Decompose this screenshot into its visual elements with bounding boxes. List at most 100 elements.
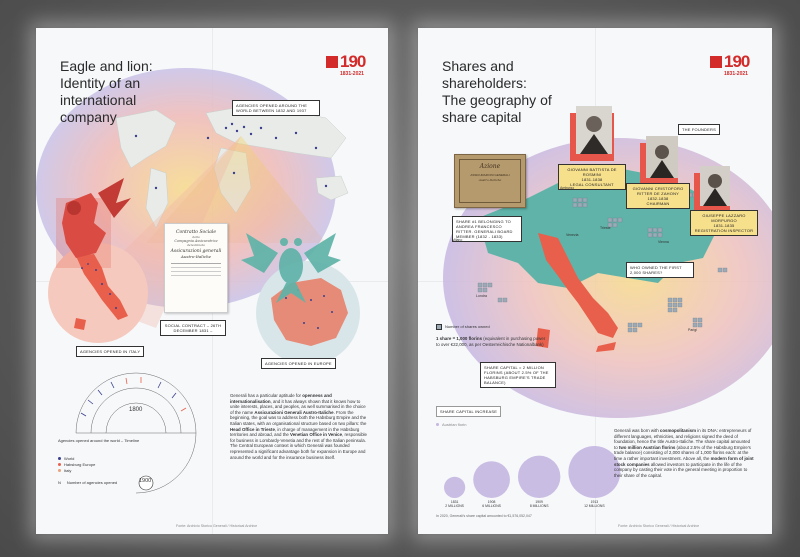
legend-world-label: World — [64, 456, 75, 461]
capital-increase-label: Share capital increase — [436, 406, 502, 417]
capital-bubble — [444, 476, 466, 498]
legend-florin-label: Austrian florin — [442, 422, 467, 427]
paragraph-segment: allowed investors to participate in the … — [614, 461, 748, 478]
callout-share-capital: SHARE CAPITAL = 2 MILLION FLORINS (ABOUT… — [480, 362, 556, 388]
paragraph-segment: in its DNA: entrepreneurs of different l… — [614, 428, 752, 450]
document-line: della — [192, 235, 200, 239]
certificate-line: Azione — [479, 163, 501, 170]
bubble-amount: 2 MILLIONS — [445, 504, 464, 508]
legend-world: World — [58, 456, 74, 461]
capital-bubble — [517, 455, 561, 498]
city-label: Vienna — [658, 240, 669, 244]
founder-years: 1831-1838 — [581, 177, 603, 182]
page-title: Eagle and lion: Identity of an internati… — [60, 58, 153, 125]
timeline-arc-1900 — [135, 432, 197, 494]
paragraph-bold-segment: Venetian Office in Venice — [290, 432, 343, 438]
intro-paragraph: Generali has a particular aptitude for o… — [230, 393, 370, 460]
document-line: denominata — [187, 243, 205, 247]
legend-count-text: Number of agencies opened — [66, 480, 118, 485]
eagle-emblem — [241, 233, 341, 303]
bubble-year: 1831 — [450, 500, 459, 504]
founder-portraits — [570, 106, 730, 211]
world-agency-dots — [134, 122, 328, 190]
timeline-ticks — [80, 381, 177, 417]
legend-italy-label: Italy — [64, 468, 72, 473]
intro-paragraph: Generali was born with cosmopolitanism i… — [614, 428, 754, 478]
callout-share-1: SHARE #1 BELONGING TO ANDREA FRANCESCO R… — [452, 216, 522, 242]
paragraph-bold-segment: Assicurazioni Generali Austro-Italiche — [254, 409, 334, 415]
capital-bubble — [473, 461, 510, 498]
legend-austrian-florin: Austrian florin — [436, 422, 466, 427]
legend-world-dot — [58, 457, 61, 461]
paragraph-bold-segment: openness and internationalisation — [230, 393, 332, 404]
founder-name: GIOVANNI BATTISTA DE ROSMINI — [567, 167, 617, 177]
city-label: Milano — [452, 238, 463, 242]
document-line: Compagnia Assicuratrice — [174, 239, 218, 243]
callout-agencies-europe: AGENCIES OPENED IN EUROPE — [261, 358, 336, 369]
timeline-label-1900: 1900 — [139, 478, 152, 484]
founder-role: LEGAL CONSULTANT — [570, 182, 614, 187]
certificate-line: ASSICURAZIONI GENERALI — [470, 173, 510, 177]
founder-card-rosmini: GIOVANNI BATTISTA DE ROSMINI 1831-1838 L… — [558, 164, 626, 190]
share-value-rest: (equivalent in purchasing power to over … — [436, 336, 546, 347]
paragraph-segment: Generali was born with — [614, 428, 660, 433]
legend-italy: Italy — [58, 468, 71, 473]
callout-agencies-world: AGENCIES OPENED AROUND THE WORLD BETWEEN… — [232, 100, 320, 116]
founder-years: 1832-1838 — [647, 196, 669, 201]
italy-map — [538, 233, 618, 338]
timeline-label-1800: 1800 — [129, 407, 143, 413]
share-certificate: Azione ASSICURAZIONI GENERALI Austro-Ita… — [454, 154, 526, 208]
poster-eagle-and-lion: Eagle and lion: Identity of an internati… — [36, 28, 388, 534]
europe-shape — [271, 278, 348, 346]
legend-shares-label: Number of shares owned — [445, 324, 490, 330]
timeline-chart — [75, 372, 197, 434]
paragraph-segment: , responsible for business in Lombardy-V… — [230, 432, 367, 460]
bubble-amount: 6 MILLIONS — [482, 504, 501, 508]
timeline-ticks-coral — [125, 377, 187, 412]
callout-who-owned: WHO OWNED THE FIRST 2,000 SHARES? — [626, 262, 694, 278]
legend-habsburg-dot — [58, 463, 61, 467]
anniversary-logo: 190 1831-2021 — [710, 52, 756, 80]
paragraph-bold-segment: modern form of joint stock companies — [614, 455, 754, 467]
paragraph-bold-segment: two million Austrian florins — [618, 444, 676, 450]
callout-social-contract: SOCIAL CONTRACT – 26TH DECEMBER 1831 – — [160, 320, 226, 336]
timeline-title: Agencies opened around the world – Timel… — [58, 438, 140, 443]
document-line: Austro-Italiche — [180, 254, 212, 259]
city-label: Amburgo — [560, 186, 575, 190]
founder-name: GIOVANNI CRISTOFORO RITTER DE ZAHONY — [632, 186, 684, 196]
logo-years: 1831-2021 — [340, 71, 364, 77]
founder-years: 1831-1835 — [713, 223, 735, 228]
document-line: Assicurazioni generali — [170, 249, 222, 254]
legend-habsburg: Habsburg Europe — [58, 462, 95, 467]
certificate-line: Austro-Italiche — [478, 178, 502, 182]
city-label: Venezia — [566, 233, 579, 237]
winged-lion-emblem — [56, 178, 131, 268]
founder-role: REGISTRATION INSPECTOR — [694, 228, 754, 233]
bubble-amount: 12 MILLIONS — [584, 504, 605, 508]
bubble-amount: 8 MILLIONS — [529, 504, 549, 508]
capital-bubble — [568, 446, 621, 498]
poster-shares-and-shareholders: Shares and shareholders: The geography o… — [418, 28, 772, 534]
footer-source: Fonte: Archivio Storico Generali / Histo… — [618, 524, 700, 528]
paragraph-segment: . From the beginning, the goal was to ad… — [230, 409, 367, 426]
capital-bubbles — [444, 446, 621, 498]
logo-years: 1831-2021 — [724, 71, 748, 77]
italy-shape — [76, 254, 128, 320]
legend-florin-dot — [436, 423, 439, 427]
founder-card-morpurgo: GIUSEPPE LAZZARO MORPURGO 1831-1835 REGI… — [690, 210, 758, 236]
legend-habsburg-label: Habsburg Europe — [64, 462, 96, 467]
footer-source: Fonte: Archivio Storico Generali / Histo… — [176, 524, 258, 528]
cone-world — [146, 136, 326, 243]
square-icon — [436, 324, 442, 330]
paragraph-segment: , and it has always shown that it knows … — [230, 398, 366, 415]
callout-founders: THE FOUNDERS — [678, 124, 720, 135]
paragraph-segment: , in charge of management in the Habsbur… — [230, 426, 360, 438]
share-value-lead: 1 share = 1,000 florins — [436, 336, 483, 341]
paragraph-bold-segment: cosmopolitanism — [659, 428, 696, 433]
page-title: Shares and shareholders: The geography o… — [442, 58, 552, 125]
share-value-note: 1 share = 1,000 florins (equivalent in p… — [436, 336, 546, 347]
capital-note: In 2020, Generali's share capital amount… — [436, 514, 532, 518]
bubble-label: 1913 12 MILLIONS — [582, 500, 606, 508]
bubble-label: 1908 6 MILLIONS — [480, 500, 504, 508]
social-contract-document: Contratto Sociale della Compagnia Assicu… — [164, 223, 228, 313]
